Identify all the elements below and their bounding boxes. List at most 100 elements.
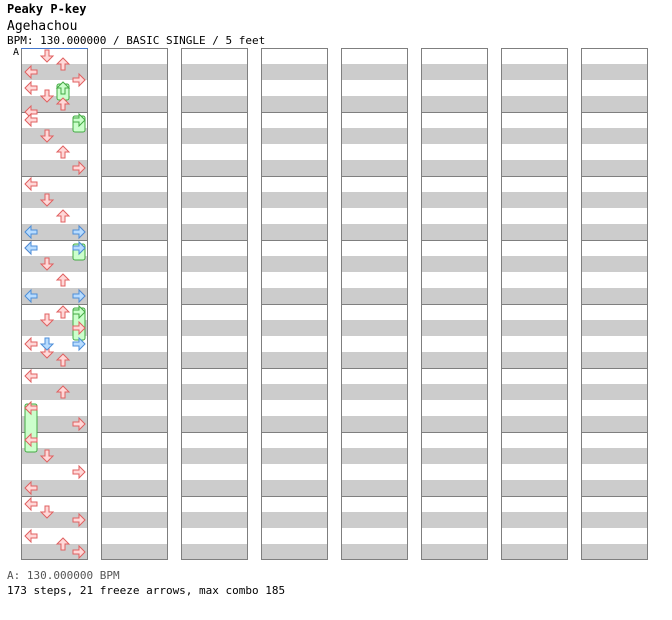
tap-arrow-right <box>72 72 86 88</box>
tap-arrow-right <box>72 464 86 480</box>
tap-arrow-up <box>55 273 71 287</box>
beat-stripe <box>101 96 168 112</box>
tap-arrow-left <box>24 64 38 80</box>
tap-arrow-right <box>72 512 86 528</box>
beat-stripe <box>181 512 248 528</box>
tap-arrow-left <box>24 400 38 416</box>
beat-stripe <box>501 320 568 336</box>
beat-stripe <box>261 384 328 400</box>
beat-stripe <box>261 416 328 432</box>
tap-arrow-left <box>24 80 38 96</box>
beat-stripe <box>101 256 168 272</box>
beat-stripe <box>21 224 88 240</box>
beat-stripe <box>341 384 408 400</box>
tap-arrow-down <box>39 89 55 103</box>
tap-arrow-blue-down <box>39 337 55 351</box>
beat-stripe <box>501 544 568 560</box>
beat-stripe <box>21 352 88 368</box>
beat-stripe <box>261 64 328 80</box>
column-border <box>501 48 568 560</box>
beat-stripe <box>101 352 168 368</box>
beat-stripe <box>341 512 408 528</box>
beat-stripe <box>181 256 248 272</box>
beat-stripe <box>421 352 488 368</box>
beat-stripe <box>501 128 568 144</box>
beat-stripe <box>101 448 168 464</box>
beat-stripe <box>261 192 328 208</box>
freeze-arrow-head-right <box>72 112 86 128</box>
beat-stripe <box>501 256 568 272</box>
beat-stripe <box>261 352 328 368</box>
beat-stripe <box>21 480 88 496</box>
beat-stripe <box>341 544 408 560</box>
beat-stripe <box>261 480 328 496</box>
chart-column <box>21 48 88 560</box>
beat-stripe <box>21 288 88 304</box>
column-border <box>581 48 648 560</box>
beat-stripe <box>181 384 248 400</box>
tap-arrow-up <box>55 209 71 223</box>
beat-stripe <box>261 224 328 240</box>
beat-stripe <box>501 480 568 496</box>
beat-stripe <box>261 320 328 336</box>
beat-stripe <box>421 480 488 496</box>
tap-arrow-up <box>55 305 71 319</box>
beat-stripe <box>261 448 328 464</box>
beat-stripe <box>21 544 88 560</box>
beat-stripe <box>501 160 568 176</box>
beat-stripe <box>421 64 488 80</box>
beat-stripe <box>181 416 248 432</box>
beat-stripe <box>341 224 408 240</box>
column-border <box>261 48 328 560</box>
beat-stripe <box>101 512 168 528</box>
beat-stripe <box>341 96 408 112</box>
column-border <box>341 48 408 560</box>
beat-stripe <box>421 224 488 240</box>
tap-arrow-right <box>72 160 86 176</box>
beat-stripe <box>341 320 408 336</box>
beat-stripe <box>261 256 328 272</box>
beat-stripe <box>581 448 648 464</box>
beat-stripe <box>581 384 648 400</box>
beat-stripe <box>21 416 88 432</box>
chart-column <box>341 48 408 560</box>
tap-arrow-blue-right <box>72 240 86 256</box>
tap-arrow-left <box>24 496 38 512</box>
tap-arrow-right <box>72 416 86 432</box>
beat-stripe <box>501 64 568 80</box>
tap-arrow-left <box>24 176 38 192</box>
tap-arrow-down <box>39 129 55 143</box>
tap-arrow-up <box>55 97 71 111</box>
beat-stripe <box>261 512 328 528</box>
beat-stripe <box>101 64 168 80</box>
beat-stripe <box>341 64 408 80</box>
beat-stripe <box>501 384 568 400</box>
beat-stripe <box>421 128 488 144</box>
tap-arrow-down <box>39 257 55 271</box>
beat-stripe <box>101 384 168 400</box>
beat-stripe <box>101 160 168 176</box>
beat-stripe <box>341 192 408 208</box>
tap-arrow-blue-right <box>72 224 86 240</box>
beat-stripe <box>421 192 488 208</box>
beat-stripe <box>21 64 88 80</box>
beat-stripe <box>181 544 248 560</box>
beat-stripe <box>181 160 248 176</box>
beat-stripe <box>101 480 168 496</box>
tap-arrow-right <box>72 544 86 560</box>
beat-stripe <box>501 448 568 464</box>
beat-stripe <box>581 256 648 272</box>
beat-stripe <box>101 288 168 304</box>
beat-stripe <box>581 192 648 208</box>
beat-stripe <box>341 160 408 176</box>
tap-arrow-left <box>24 432 38 448</box>
beat-stripe <box>501 512 568 528</box>
beat-stripe <box>101 416 168 432</box>
beat-stripe <box>181 64 248 80</box>
song-artist: Peaky P-key <box>7 2 87 16</box>
beat-stripe <box>581 288 648 304</box>
tap-arrow-down <box>39 313 55 327</box>
tap-arrow-right <box>72 320 86 336</box>
beat-stripe <box>261 288 328 304</box>
beat-stripe <box>421 448 488 464</box>
